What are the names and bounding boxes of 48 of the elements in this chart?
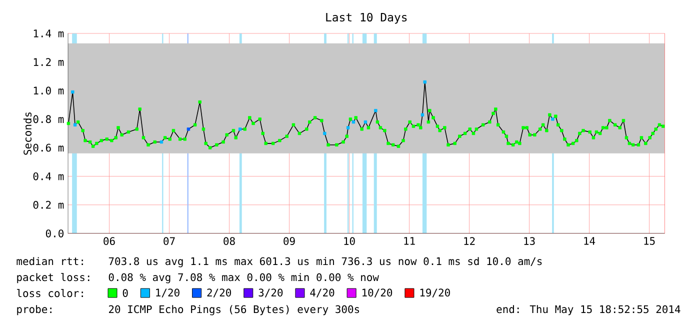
point	[551, 118, 554, 121]
y-tick-label: 1.2 m	[34, 58, 64, 66]
point	[186, 128, 190, 131]
point	[323, 132, 326, 136]
text: 703.8 us avg 1.1 ms max 601.3 us min 736.3 us now 0.1 ms sd 10.0 am/s	[108, 257, 542, 268]
x-tick-label: 09	[284, 237, 295, 246]
y-axis-title: Seconds	[23, 112, 32, 155]
text: packet loss:	[17, 273, 90, 284]
legend-label: 0	[122, 289, 128, 297]
point	[364, 120, 368, 124]
text: probe:	[17, 305, 52, 316]
point	[346, 126, 350, 130]
legend-label: 19/20	[420, 288, 450, 298]
x-tick-label: 14	[584, 237, 596, 245]
legend-label: 1/20	[156, 288, 180, 298]
text: median rtt:	[16, 257, 83, 266]
text: end: Thu May 15 18:52:55 2014	[496, 305, 680, 316]
point	[352, 120, 356, 124]
y-tick-label: 0.0	[46, 229, 64, 238]
text: 0.08 % avg 7.08 % max 0.00 % min 0.00 % now	[108, 273, 379, 284]
legend-label: 4/20	[310, 288, 334, 298]
legend-label: 3/20	[258, 288, 283, 298]
y-tick-label: 1.4 m	[34, 30, 64, 38]
x-tick-label: 15	[644, 237, 655, 245]
y-tick-label: 0.6 m	[33, 144, 64, 152]
x-tick-label: 13	[524, 237, 535, 246]
legend-label: 10/20	[362, 288, 392, 298]
x-tick-label: 06	[104, 237, 115, 246]
y-tick-label: 0.4 m	[33, 172, 64, 180]
y-tick-label: 1.0 m	[34, 86, 64, 95]
legend-title: loss color:	[17, 289, 83, 298]
text: 20 ICMP Echo Pings (56 Bytes) every 300s	[108, 305, 360, 316]
legend-label: 2/20	[207, 288, 231, 298]
y-tick-label: 0.8 m	[33, 115, 64, 124]
point	[71, 90, 74, 94]
x-tick-label: 10	[344, 237, 355, 246]
point	[423, 80, 426, 84]
point	[420, 113, 424, 116]
point	[73, 123, 77, 126]
x-tick-label: 08	[224, 237, 235, 246]
x-tick-label: 11	[404, 237, 415, 245]
point	[160, 140, 164, 144]
point	[374, 108, 378, 112]
x-tick-label: 07	[164, 237, 175, 246]
y-tick-label: 0.2 m	[33, 200, 64, 209]
x-tick-label: 12	[464, 237, 475, 245]
point	[238, 128, 242, 131]
chart-title: Last 10 Days	[326, 12, 407, 24]
